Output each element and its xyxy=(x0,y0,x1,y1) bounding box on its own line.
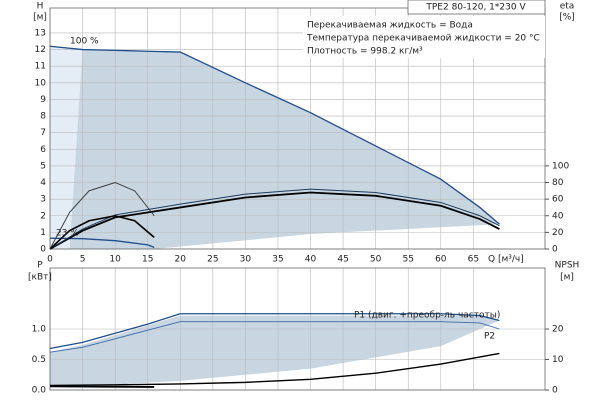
y-tick-label: 0.5 xyxy=(32,355,46,365)
y2-tick-label: 0 xyxy=(552,245,558,255)
curve xyxy=(49,182,155,250)
y-tick-label: 7 xyxy=(40,128,46,138)
x-tick-label: 15 xyxy=(142,255,153,265)
x-tick-label: 45 xyxy=(337,255,348,265)
y-tick-label: 5 xyxy=(40,161,46,171)
x-tick-label: 25 xyxy=(207,255,218,265)
note: Перекачиваемая жидкость = Вода xyxy=(307,21,473,31)
y-tick-label: 3 xyxy=(40,195,46,205)
y-tick-label: 9 xyxy=(40,95,46,105)
y-tick-label: 6 xyxy=(40,145,46,155)
curve xyxy=(49,191,500,250)
x-axis-label: Q [м³/ч] xyxy=(488,255,524,265)
curve-label: P2 xyxy=(484,332,495,342)
operating-area xyxy=(50,46,83,249)
curve xyxy=(49,45,500,225)
x-tick-label: 10 xyxy=(109,255,121,265)
notes-box xyxy=(303,16,545,58)
y-axis-unit: [кВт] xyxy=(28,273,52,283)
y-tick-label: 0 xyxy=(40,245,46,255)
y-tick-label: 1 xyxy=(40,228,46,238)
y-axis-unit: [м] xyxy=(33,13,47,23)
y2-tick-label: 100 xyxy=(552,161,569,171)
y-tick-label: 11 xyxy=(35,62,46,72)
y-axis-label: H xyxy=(37,2,44,12)
y-tick-label: 0.0 xyxy=(32,386,47,396)
curve xyxy=(49,214,155,250)
x-tick-label: 30 xyxy=(240,255,252,265)
note: Плотность = 998.2 кг/м³ xyxy=(307,47,423,57)
y2-axis-label: NPSH xyxy=(555,261,580,271)
y-tick-label: 4 xyxy=(40,178,46,188)
curve xyxy=(49,385,155,388)
plot-frame xyxy=(49,267,546,391)
operating-area xyxy=(50,315,500,387)
note: Температура перекачиваемой жидкости = 20… xyxy=(306,34,540,44)
y2-axis-unit: [%] xyxy=(559,13,575,23)
x-tick-label: 0 xyxy=(47,255,53,265)
x-tick-label: 35 xyxy=(272,255,283,265)
curve xyxy=(49,188,500,250)
y-tick-label: 13 xyxy=(35,28,46,38)
y-tick-label: 1.0 xyxy=(32,325,47,335)
y2-tick-label: 60 xyxy=(552,195,564,205)
x-tick-label: 65 xyxy=(468,255,479,265)
curve-label: P1 (двиг. +преобр-ль частоты) xyxy=(354,311,500,321)
model-title: TPE2 80-120, 1*230 V xyxy=(425,3,526,13)
curve-label: 23 % xyxy=(56,229,79,239)
x-tick-label: 55 xyxy=(402,255,413,265)
curve xyxy=(49,352,500,387)
x-tick-label: 60 xyxy=(435,255,447,265)
x-tick-label: 5 xyxy=(80,255,86,265)
y-tick-label: 12 xyxy=(35,45,46,55)
model-box xyxy=(407,0,546,15)
y2-axis-label: eta xyxy=(560,2,575,12)
x-tick-label: 50 xyxy=(370,255,382,265)
x-tick-label: 20 xyxy=(175,255,187,265)
y2-tick-label: 10 xyxy=(552,355,564,365)
y2-tick-label: 20 xyxy=(552,228,564,238)
y-tick-label: 8 xyxy=(40,112,46,122)
curve xyxy=(49,313,500,350)
plot-frame xyxy=(49,7,546,250)
y-tick-label: 2 xyxy=(40,211,46,221)
curve xyxy=(49,237,155,248)
y2-axis-unit: [м] xyxy=(560,273,574,283)
curve-label: 100 % xyxy=(70,37,99,47)
x-tick-label: 40 xyxy=(305,255,317,265)
y-axis-label: P xyxy=(37,261,43,271)
y2-tick-label: 20 xyxy=(552,325,564,335)
y2-tick-label: 80 xyxy=(552,178,564,188)
y2-tick-label: 40 xyxy=(552,211,564,221)
y2-tick-label: 0 xyxy=(552,386,558,396)
y-tick-label: 10 xyxy=(35,78,47,88)
curve xyxy=(49,321,500,353)
